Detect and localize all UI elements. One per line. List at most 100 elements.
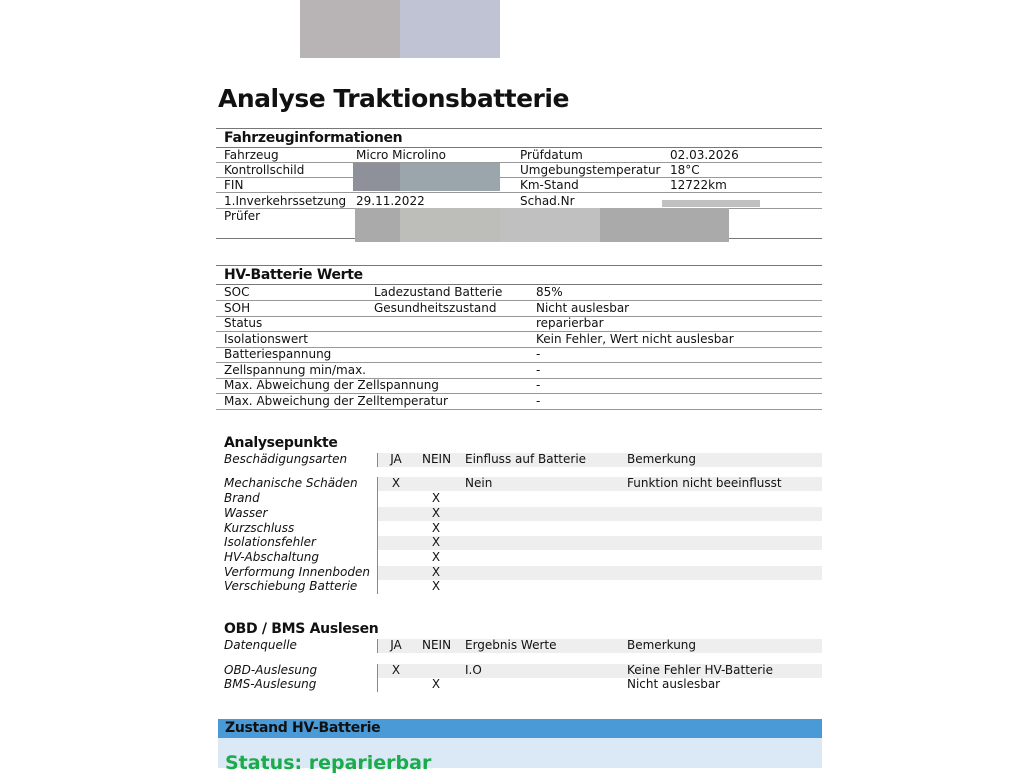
column-header: NEIN [422, 638, 452, 652]
table-cell: Kurzschluss [224, 521, 295, 535]
row-bg [377, 664, 822, 678]
row-bg [377, 477, 822, 491]
table-cell: Nein [465, 476, 493, 490]
section-heading: Analysepunkte [224, 435, 338, 451]
row-bg [377, 566, 822, 580]
divider [216, 177, 822, 178]
table-cell: HV-Abschaltung [224, 550, 320, 564]
battery-key: Max. Abweichung der Zellspannung [224, 378, 439, 392]
table-cell: OBD-Auslesung [224, 663, 318, 677]
section-heading: Fahrzeuginformationen [224, 130, 403, 146]
column-header: Beschädigungsarten [224, 452, 348, 466]
table-cell: BMS-Auslesung [224, 677, 317, 691]
column-divider [377, 664, 378, 692]
field-label: Fahrzeug [224, 148, 279, 162]
battery-desc: Gesundheitszustand [374, 300, 497, 315]
field-value: 29.11.2022 [356, 194, 425, 208]
battery-value: - [536, 378, 541, 392]
field-value: 02.03.2026 [670, 148, 739, 162]
divider [216, 265, 822, 266]
table-cell: X [431, 491, 441, 505]
header-bg [377, 453, 822, 467]
table-cell: X [431, 677, 441, 691]
battery-value: Nicht auslesbar [536, 300, 630, 315]
battery-value: - [536, 347, 541, 361]
table-cell: X [431, 506, 441, 520]
divider [216, 192, 822, 193]
divider [216, 300, 822, 301]
section-heading: OBD / BMS Auslesen [224, 621, 379, 637]
battery-value: Kein Fehler, Wert nicht auslesbar [536, 331, 734, 346]
battery-value: reparierbar [536, 316, 604, 330]
battery-key: Status [224, 316, 263, 330]
table-cell: Funktion nicht beeinflusst [627, 476, 782, 490]
row-bg [377, 507, 822, 521]
table-cell: X [431, 521, 441, 535]
condition-header-bar [218, 719, 822, 738]
battery-value: 85% [536, 285, 563, 299]
divider [216, 377, 822, 379]
table-cell: Verformung Innenboden [224, 565, 370, 579]
divider [216, 393, 822, 394]
battery-key: Isolationswert [224, 331, 308, 346]
column-header: Datenquelle [224, 638, 297, 652]
table-cell: X [431, 535, 441, 549]
table-cell: Wasser [224, 506, 268, 520]
column-header: Bemerkung [627, 452, 697, 466]
divider [216, 362, 822, 363]
condition-heading: Zustand HV-Batterie [225, 720, 381, 736]
field-value: Micro Microlino [356, 148, 447, 162]
field-label: 1.Inverkehrssetzung [224, 194, 347, 208]
redacted-field [353, 163, 400, 191]
table-cell: I.O [465, 663, 482, 677]
redacted-field [355, 208, 400, 242]
field-value: 18°C [670, 163, 700, 177]
table-cell: Brand [224, 491, 260, 505]
divider [216, 128, 822, 129]
battery-value: - [536, 393, 541, 408]
divider [216, 346, 822, 348]
field-value: 12722km [670, 178, 727, 192]
condition-panel [218, 738, 822, 768]
battery-key: Zellspannung min/max. [224, 362, 366, 377]
battery-desc: Ladezustand Batterie [374, 285, 503, 299]
section-heading: HV-Batterie Werte [224, 267, 363, 283]
field-label: FIN [224, 178, 244, 192]
divider [216, 162, 822, 163]
redacted-field [600, 208, 729, 242]
battery-key: Max. Abweichung der Zelltemperatur [224, 393, 448, 408]
table-cell: X [391, 476, 401, 490]
divider [216, 147, 822, 148]
header-bg [377, 639, 822, 653]
table-cell: Mechanische Schäden [224, 476, 358, 490]
column-header: NEIN [422, 452, 452, 466]
field-label: Prüfer [224, 209, 261, 223]
field-label: Umgebungstemperatur [520, 163, 661, 177]
logo-redacted [400, 0, 500, 58]
column-divider [377, 453, 378, 467]
table-cell: X [431, 550, 441, 564]
table-cell: Verschiebung Batterie [224, 579, 358, 593]
divider [216, 315, 822, 317]
column-header: Ergebnis Werte [465, 638, 557, 652]
redacted-field [500, 208, 600, 242]
redacted-field [662, 200, 760, 207]
redacted-field [400, 208, 500, 242]
status-text: Status: reparierbar [225, 752, 432, 774]
field-label: Kontrollschild [224, 163, 305, 177]
field-label: Km-Stand [520, 178, 579, 192]
column-header: JA [390, 638, 402, 652]
column-divider [377, 477, 378, 594]
battery-value: - [536, 362, 541, 377]
column-divider [377, 639, 378, 653]
table-cell: X [391, 663, 401, 677]
divider [216, 408, 822, 410]
table-cell: Isolationsfehler [224, 535, 316, 549]
field-label: Prüfdatum [520, 148, 583, 162]
field-label: Schad.Nr [520, 194, 575, 208]
redacted-field [400, 163, 500, 191]
divider [216, 331, 822, 332]
column-header: JA [390, 452, 402, 466]
table-cell: Keine Fehler HV-Batterie [627, 663, 773, 677]
page-title: Analyse Traktionsbatterie [218, 84, 569, 113]
